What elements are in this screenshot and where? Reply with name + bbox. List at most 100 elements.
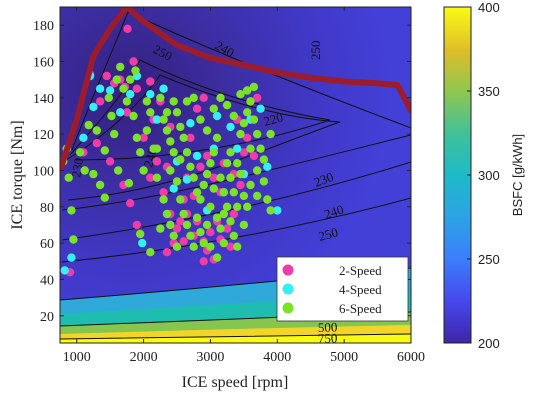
scatter-point [126, 90, 135, 99]
scatter-point [166, 137, 175, 146]
scatter-point [246, 97, 255, 106]
scatter-point [110, 129, 119, 139]
scatter-point [105, 86, 115, 95]
scatter-point [263, 162, 272, 171]
scatter-point [229, 111, 238, 121]
scatter-point [159, 188, 168, 197]
y-axis-title: ICE torque [Nm] [9, 120, 26, 229]
contour-line [69, 59, 331, 161]
colorbar: 200 250 300 350 400 BSFC [g/kWh] [443, 0, 525, 351]
contour-label: 750 [318, 330, 338, 346]
scatter-point [162, 108, 172, 117]
scatter-point [136, 229, 145, 239]
contour-label: 250 [317, 224, 340, 244]
scatter-point [206, 202, 215, 211]
scatter-point [246, 144, 255, 153]
scatter-point [202, 169, 212, 179]
scatter-point [236, 169, 245, 179]
scatter-point [243, 86, 252, 95]
y-tick-label: 100 [33, 164, 54, 179]
scatter-point [102, 71, 112, 81]
scatter-point [182, 220, 192, 230]
colorbar-gradient [443, 6, 472, 344]
scatter-point [239, 119, 249, 128]
scatter-point [131, 66, 140, 75]
scatter-point [95, 180, 105, 190]
x-tick-label: 1000 [63, 350, 91, 365]
scatter-point [202, 220, 212, 230]
scatter-point [126, 75, 135, 84]
scatter-point [246, 180, 255, 190]
scatter-point [199, 238, 208, 248]
scatter-point [159, 195, 168, 204]
scatter-point [222, 159, 232, 168]
scatter-point [263, 195, 272, 204]
scatter-point [249, 151, 259, 161]
bsfc-band-lightyellow [60, 334, 411, 343]
scatter-point [209, 148, 218, 157]
scatter-point [112, 75, 122, 84]
scatter-point [132, 84, 142, 93]
legend-label: 2-Speed [339, 263, 382, 278]
scatter-point [89, 102, 98, 112]
scatter-point [256, 104, 265, 113]
scatter-point [243, 108, 252, 117]
scatter-point [266, 206, 275, 215]
scatter-point [132, 220, 142, 230]
scatter-point [142, 97, 152, 106]
scatter-point [104, 93, 114, 103]
legend-swatch [282, 264, 294, 276]
y-tick-label: 160 [33, 55, 54, 70]
scatter-point [142, 126, 152, 135]
scatter-point [196, 162, 205, 171]
scatter-point [212, 111, 222, 121]
scatter-point [206, 242, 215, 251]
scatter-point [239, 220, 249, 230]
scatter-point [206, 228, 215, 237]
scatter-point [186, 133, 195, 142]
scatter-point [226, 242, 235, 251]
scatter-point [239, 191, 249, 201]
scatter-point [253, 93, 262, 103]
scatter-point [136, 148, 145, 157]
scatter-point [132, 133, 142, 142]
colorbar-tick-label: 300 [478, 168, 500, 183]
plot-frame [59, 6, 412, 344]
scatter-point [192, 151, 202, 161]
scatter-point [179, 209, 188, 219]
scatter-point [176, 122, 185, 132]
contour-label: 220 [262, 109, 285, 129]
scatter-point [182, 148, 192, 157]
scatter-point [192, 104, 202, 113]
legend-box [276, 256, 409, 322]
scatter-point [209, 184, 218, 193]
scatter-point [152, 115, 162, 124]
scatter-point [209, 173, 218, 182]
scatter-point [124, 179, 134, 188]
scatter-point [75, 148, 85, 157]
scatter-point [189, 242, 198, 251]
legend-label: 6-Speed [339, 301, 382, 316]
scatter-point [256, 144, 265, 153]
scatter-point [84, 120, 93, 130]
scatter-point [152, 173, 162, 182]
scatter-point [166, 220, 175, 230]
scatter-point [169, 231, 178, 240]
y-tick-label: 60 [40, 237, 54, 252]
colorbar-title: BSFC [g/kWh] [510, 134, 525, 216]
contour-line [61, 197, 411, 263]
scatter-point [199, 257, 208, 266]
scatter-point [186, 162, 195, 171]
scatter-point [259, 155, 269, 164]
scatter-point [119, 84, 128, 93]
scatter-point [129, 57, 138, 66]
scatter-point [189, 173, 198, 182]
scatter-point [212, 213, 222, 222]
scatter-point [249, 115, 259, 124]
scatter-point [229, 209, 238, 219]
scatter-point [202, 126, 212, 135]
scatter-point [169, 148, 178, 157]
scatter-point [172, 108, 182, 117]
scatter-point [182, 175, 192, 184]
